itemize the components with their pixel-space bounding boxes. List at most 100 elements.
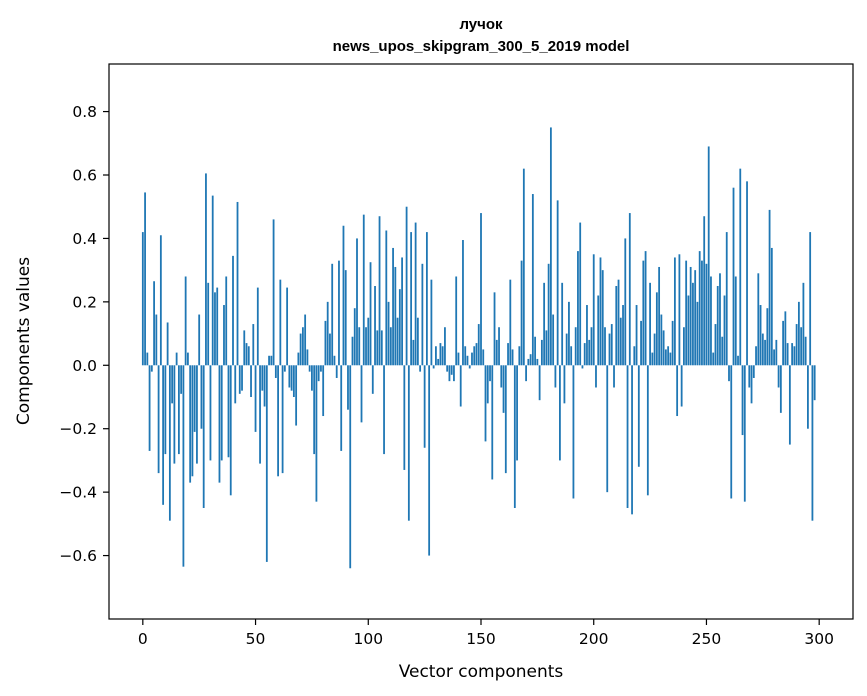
x-tick-label: 100: [353, 630, 383, 648]
bar-197: [586, 305, 588, 366]
bar-266: [741, 365, 744, 436]
bar-42: [236, 201, 239, 366]
bar-196: [583, 343, 586, 366]
x-tick-label: 50: [246, 630, 266, 648]
bar-158: [498, 327, 500, 366]
bar-177: [540, 339, 543, 366]
bar-171: [527, 358, 530, 366]
bar-144: [466, 355, 469, 366]
bar-95: [356, 238, 358, 366]
bar-56: [268, 355, 270, 366]
bar-92: [349, 365, 352, 569]
bar-18: [182, 365, 185, 567]
bar-108: [385, 230, 388, 366]
bar-44: [241, 365, 243, 391]
bar-133: [441, 346, 444, 366]
bar-47: [247, 346, 250, 366]
y-tick-label: 0.0: [72, 357, 97, 375]
bar-172: [529, 354, 532, 366]
bar-208: [610, 324, 613, 366]
bar-137: [450, 365, 453, 375]
bar-179: [545, 330, 548, 366]
bar-32: [214, 292, 216, 366]
bar-128: [430, 279, 433, 366]
bar-217: [631, 365, 633, 515]
bar-296: [809, 232, 812, 366]
bar-116: [403, 365, 406, 470]
bar-218: [633, 346, 636, 366]
bar-209: [613, 365, 615, 388]
bar-241: [685, 260, 688, 366]
plot-frame: [108, 63, 854, 620]
bar-88: [340, 365, 343, 451]
bar-242: [687, 295, 690, 366]
bar-167: [518, 346, 521, 366]
bar-38: [227, 365, 230, 458]
bar-154: [489, 365, 491, 382]
bar-120: [412, 339, 415, 366]
bar-189: [568, 301, 570, 366]
bar-127: [428, 365, 431, 556]
bar-82: [326, 301, 329, 366]
bar-229: [658, 266, 661, 366]
bar-244: [692, 282, 694, 366]
bar-165: [513, 365, 516, 508]
bar-64: [286, 287, 289, 366]
bar-263: [734, 276, 737, 366]
bar-21: [189, 365, 192, 483]
x-axis-ticks: 0 50 100 150 200 250 300: [138, 619, 834, 648]
bar-257: [721, 336, 724, 366]
bar-34: [218, 365, 221, 483]
bar-271: [752, 365, 755, 378]
bar-186: [561, 282, 564, 366]
bar-131: [437, 358, 440, 366]
bar-59: [274, 365, 277, 378]
bar-90: [344, 270, 347, 366]
bar-156: [493, 292, 496, 366]
bar-188: [565, 333, 568, 366]
bar-6: [155, 314, 158, 366]
y-tick-label: −0.6: [59, 547, 97, 565]
bar-53: [261, 365, 264, 391]
bar-183: [554, 365, 557, 388]
bar-49: [252, 324, 255, 366]
bar-190: [570, 346, 573, 366]
bar-19: [184, 276, 187, 366]
bar-75: [311, 365, 313, 391]
bar-157: [495, 339, 498, 366]
bar-24: [196, 365, 198, 464]
y-axis-label: Components values: [14, 257, 34, 425]
bar-187: [563, 365, 566, 404]
bar-134: [444, 327, 446, 366]
bar-99: [365, 327, 367, 366]
y-tick-label: 0.8: [72, 103, 97, 121]
bar-58: [272, 219, 275, 366]
bar-273: [757, 273, 760, 366]
bar-40: [232, 255, 234, 366]
bar-247: [698, 251, 701, 366]
bar-70: [299, 333, 302, 366]
bar-151: [482, 349, 485, 366]
bar-48: [250, 365, 252, 397]
bar-212: [619, 317, 622, 366]
y-tick-label: 0.2: [72, 293, 97, 311]
bar-261: [730, 365, 733, 499]
bar-22: [191, 365, 194, 477]
y-tick-label: −0.4: [59, 484, 97, 502]
bar-93: [351, 336, 354, 366]
bar-260: [728, 365, 730, 382]
bar-223: [644, 251, 647, 366]
bar-136: [448, 365, 451, 382]
bar-107: [383, 365, 385, 455]
bar-79: [320, 365, 322, 372]
bar-291: [797, 301, 800, 366]
bar-237: [676, 365, 679, 417]
bar-87: [338, 260, 340, 366]
bar-96: [358, 327, 361, 366]
x-tick-label: 200: [579, 630, 609, 648]
bar-5: [153, 281, 155, 366]
bar-94: [353, 308, 356, 366]
bar-98: [362, 214, 365, 366]
bar-71: [301, 327, 304, 366]
